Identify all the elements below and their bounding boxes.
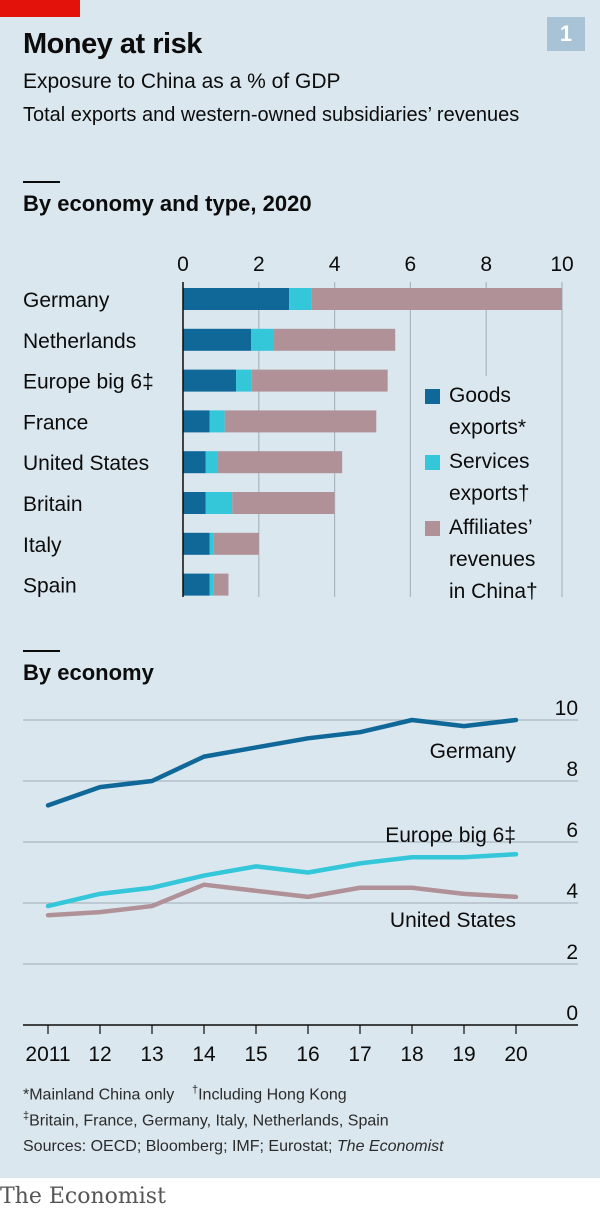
bar-segment — [236, 369, 252, 392]
bar-segment — [251, 369, 388, 392]
bar-segment — [205, 492, 233, 514]
bar-segment — [205, 451, 218, 474]
bar-x-tick-label: 10 — [550, 253, 573, 276]
bar-segment — [183, 451, 206, 474]
legend-swatch — [425, 521, 440, 536]
line-x-tick-label: 18 — [400, 1043, 423, 1066]
line-y-tick-label: 6 — [566, 819, 578, 842]
legend-backing — [418, 376, 558, 442]
line-y-tick-label: 0 — [566, 1002, 578, 1025]
bar-segment — [232, 492, 335, 514]
section-rule-1 — [23, 181, 60, 183]
legend-label: in China† — [449, 580, 538, 603]
bar-chart: 0 2 4 6 8 10 Germany Netherlands Europe big 6‡ Fr… — [23, 253, 574, 607]
footnote-line-1: *Mainland China only †Including Hong Kon… — [23, 1084, 347, 1104]
bar-category-label: Europe big 6‡ — [23, 371, 154, 394]
bar-category-label: United States — [23, 452, 149, 475]
bar-category-label: Italy — [23, 534, 62, 557]
footnote-line-2: ‡Britain, France, Germany, Italy, Nether… — [23, 1110, 389, 1130]
line-x-tick-label: 17 — [348, 1043, 371, 1066]
line-series — [45, 851, 519, 909]
line-series-label: Europe big 6‡ — [385, 824, 516, 847]
line-section-title: By economy — [23, 660, 154, 685]
bar-segment — [213, 573, 229, 596]
sources-italic: The Economist — [336, 1138, 444, 1155]
footnote-mainland: *Mainland China only — [23, 1086, 175, 1104]
chart-subtitle: Exposure to China as a % of GDP — [23, 70, 341, 93]
bar-category-label: Netherlands — [23, 330, 136, 353]
line-y-tick-label: 4 — [566, 880, 578, 903]
brand-red-tag — [0, 0, 80, 17]
line-x-tick-label: 14 — [192, 1043, 216, 1066]
line-y-tick-label: 2 — [566, 941, 578, 964]
bar-x-tick-label: 4 — [329, 253, 341, 276]
bar-category-label: France — [23, 411, 88, 434]
line-y-tick-label: 8 — [566, 758, 578, 781]
bar-segment — [217, 451, 343, 474]
line-series — [45, 882, 519, 918]
chart-number-badge: 1 — [547, 17, 585, 51]
bar-segment — [183, 369, 237, 392]
line-x-tick-label: 2011 — [25, 1043, 70, 1066]
bar-x-tick-label: 0 — [177, 253, 189, 276]
bar-x-tick-label: 8 — [480, 253, 492, 276]
legend-label: Services — [449, 450, 530, 473]
bar-segment — [183, 532, 210, 555]
line-x-tick-label: 16 — [296, 1043, 319, 1066]
legend-swatch — [425, 389, 440, 404]
bar-segment — [224, 410, 377, 433]
bar-category-label: Spain — [23, 575, 77, 598]
brand-wordmark: The Economist — [0, 1184, 166, 1209]
line-x-tick-label: 13 — [140, 1043, 163, 1066]
footnote-double-dagger-mark: ‡ — [23, 1110, 30, 1122]
line-x-tick-label: 20 — [504, 1043, 527, 1066]
line-series-label: United States — [390, 909, 516, 932]
line-x-tick-label: 19 — [452, 1043, 475, 1066]
section-rule-2 — [23, 650, 60, 652]
sources-line: Sources: OECD; Bloomberg; IMF; Eurostat;… — [23, 1138, 444, 1156]
bar-segment — [183, 410, 210, 433]
bar-segment — [183, 288, 290, 310]
bar-segment — [183, 492, 206, 514]
legend-backing — [418, 508, 558, 607]
bar-category-label: Germany — [23, 289, 110, 312]
legend-backing — [418, 442, 558, 508]
bar-x-tick-label: 6 — [405, 253, 417, 276]
legend-label: Goods — [449, 384, 511, 407]
line-x-tick-label: 12 — [88, 1043, 111, 1066]
footnote-europe-big-6: Britain, France, Germany, Italy, Netherl… — [29, 1112, 389, 1130]
bar-category-label: Britain — [23, 493, 83, 516]
bar-x-tick-label: 2 — [253, 253, 265, 276]
bar-segment — [289, 288, 312, 310]
legend-label: Affiliates’ — [449, 516, 533, 539]
bar-segment — [251, 328, 274, 351]
bar-segment — [209, 410, 225, 433]
line-x-tick-label: 15 — [244, 1043, 267, 1066]
legend-label: exports† — [449, 482, 530, 505]
bar-segment — [213, 532, 259, 555]
bar-segment — [183, 328, 252, 351]
sources-text: Sources: OECD; Bloomberg; IMF; Eurostat; — [23, 1138, 337, 1155]
legend-label: exports* — [449, 416, 526, 439]
footnote-dagger-mark: † — [191, 1084, 199, 1096]
bar-segment — [311, 288, 562, 310]
chart-subtitle-secondary: Total exports and western-owned subsidia… — [23, 104, 520, 126]
bar-segment — [209, 532, 214, 555]
line-y-tick-label: 10 — [555, 697, 578, 720]
bar-segment — [273, 328, 396, 351]
footnote-hong-kong: Including Hong Kong — [198, 1086, 347, 1104]
legend-swatch — [425, 455, 440, 470]
bar-segment — [209, 573, 214, 596]
bar-section-title: By economy and type, 2020 — [23, 191, 312, 216]
legend-label: revenues — [449, 548, 535, 571]
chart-title: Money at risk — [23, 28, 202, 60]
line-series — [45, 717, 519, 808]
line-series-label: Germany — [430, 740, 517, 763]
bar-segment — [183, 573, 210, 596]
